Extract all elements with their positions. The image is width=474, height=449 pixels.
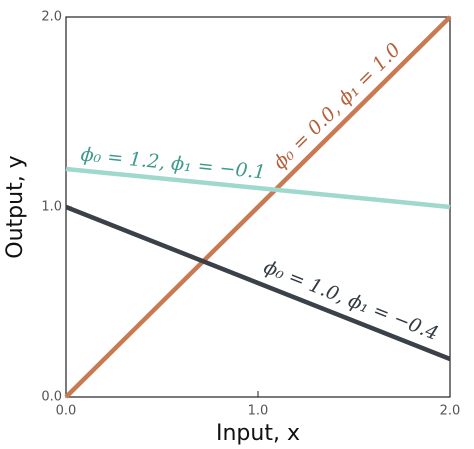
y-tick-label: 1.0 [41,200,62,215]
line [65,166,451,210]
x-axis-label: Input, x [216,421,300,446]
x-tick-label: 2.0 [440,404,461,419]
line-annotation: ϕ₀ = 0.0, ϕ₁ = 1.0 [269,39,405,174]
y-tick-label: 2.0 [41,10,62,25]
line-annotation: ϕ₀ = 1.0, ϕ₁ = −0.4 [261,256,442,345]
line [64,15,452,399]
x-tick-label: 0.0 [56,404,77,419]
x-tick-label: 1.0 [248,404,269,419]
y-axis-label: Output, y [3,155,28,258]
y-tick-label: 0.0 [41,390,62,405]
line [65,204,451,362]
